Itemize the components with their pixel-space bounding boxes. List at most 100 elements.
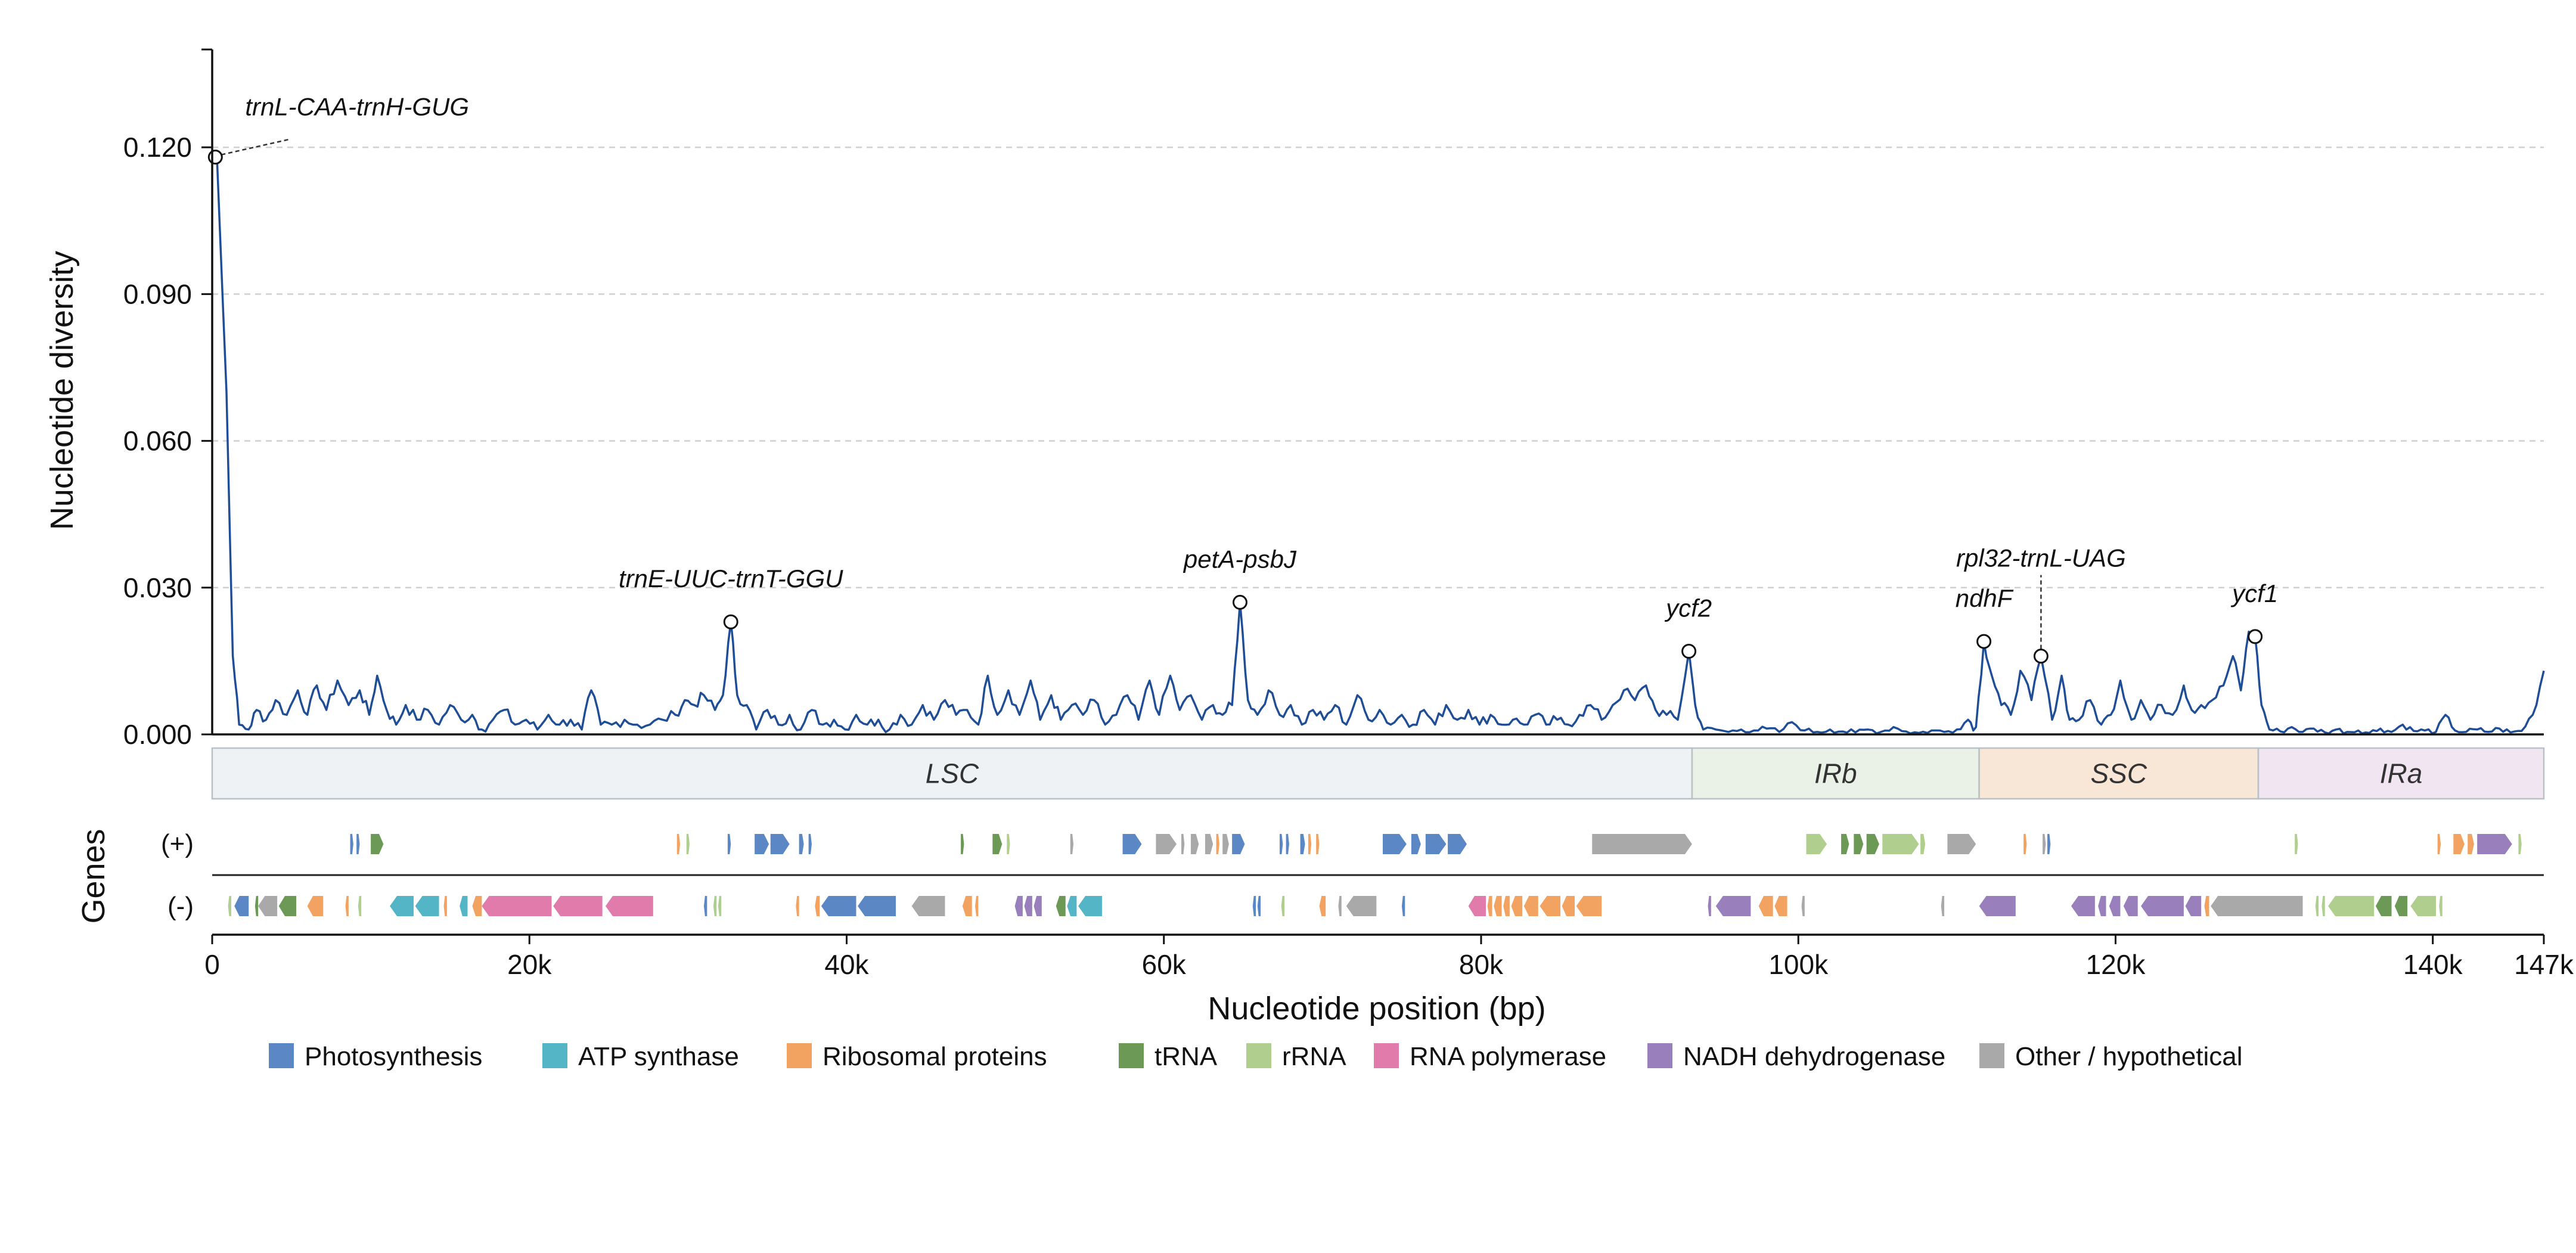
gene-block bbox=[686, 834, 690, 854]
gene-block bbox=[1854, 834, 1864, 854]
region-bar: LSC IRb SSC IRa bbox=[211, 747, 2545, 800]
region-ira bbox=[2257, 747, 2545, 800]
peak-label: rpl32-trnL-UAG bbox=[1956, 544, 2126, 572]
gene-block bbox=[858, 896, 896, 916]
x-tick-label: 0 bbox=[204, 949, 220, 980]
minus-strand-label: (-) bbox=[167, 892, 194, 921]
gene-block bbox=[1947, 834, 1976, 854]
gene-block bbox=[1523, 896, 1538, 916]
gene-block bbox=[2071, 896, 2095, 916]
gene-block bbox=[1468, 896, 1486, 916]
gene-block bbox=[1920, 834, 1926, 854]
gene-block bbox=[1540, 896, 1561, 916]
peak-label: ycf1 bbox=[2230, 579, 2278, 607]
legend-label: NADH dehydrogenase bbox=[1683, 1042, 1945, 1071]
gene-block bbox=[961, 834, 964, 854]
x-tick-label: 100k bbox=[1768, 949, 1829, 980]
x-tick-label: 40k bbox=[824, 949, 869, 980]
gene-block bbox=[703, 896, 707, 916]
x-tick-label: 120k bbox=[2086, 949, 2146, 980]
peak-label: trnL-CAA-trnH-GUG bbox=[245, 93, 469, 121]
gene-block bbox=[1448, 834, 1467, 854]
gene-map bbox=[212, 834, 2544, 916]
x-tick-label: 140k bbox=[2403, 949, 2463, 980]
gene-block bbox=[390, 896, 414, 916]
gene-block bbox=[1070, 834, 1074, 854]
gene-block bbox=[676, 834, 681, 854]
gene-block bbox=[1338, 896, 1342, 916]
x-tick-label: 147k bbox=[2514, 949, 2574, 980]
legend-swatch bbox=[269, 1043, 294, 1068]
x-tick-label: 60k bbox=[1142, 949, 1187, 980]
peak-marker bbox=[1232, 594, 1247, 610]
gene-block bbox=[1511, 896, 1523, 916]
gene-block bbox=[345, 896, 349, 916]
gene-block bbox=[1122, 834, 1142, 854]
region-label: LSC bbox=[926, 758, 979, 789]
x-tick-label: 80k bbox=[1459, 949, 1504, 980]
gene-block bbox=[605, 896, 653, 916]
gene-block bbox=[1382, 834, 1407, 854]
x-axis-title: Nucleotide position (bp) bbox=[1208, 991, 1545, 1026]
gene-block bbox=[1205, 834, 1213, 854]
gene-block bbox=[2410, 896, 2437, 916]
gene-block bbox=[2023, 834, 2027, 854]
y-tick-label: 0.090 bbox=[123, 278, 192, 309]
legend-label: ATP synthase bbox=[578, 1042, 739, 1071]
legend-swatch bbox=[1647, 1043, 1672, 1068]
gene-block bbox=[1316, 834, 1320, 854]
gene-block bbox=[356, 834, 360, 854]
gene-block bbox=[1592, 834, 1692, 854]
gene-block bbox=[1056, 896, 1066, 916]
gene-block bbox=[1190, 834, 1199, 854]
gene-block bbox=[796, 896, 799, 916]
plus-strand-label: (+) bbox=[161, 829, 194, 858]
legend-label: Photosynthesis bbox=[305, 1042, 482, 1071]
peak-annotations: trnL-CAA-trnH-GUG trnE-UUC-trnT-GGU petA-p… bbox=[207, 93, 2278, 664]
gene-block bbox=[992, 834, 1003, 854]
gene-block bbox=[2204, 896, 2209, 916]
gene-block bbox=[911, 896, 945, 916]
gene-block bbox=[2141, 896, 2184, 916]
gene-block bbox=[2315, 896, 2319, 916]
gene-block bbox=[1156, 834, 1177, 854]
peak-marker bbox=[2033, 649, 2049, 664]
axes: 0.000 0.030 0.060 0.090 0.120 0 20k 40k 60k 80k 10… bbox=[123, 48, 2574, 980]
legend-label: Other / hypothetical bbox=[2015, 1042, 2243, 1071]
gene-block bbox=[808, 834, 812, 854]
region-label: IRb bbox=[1814, 758, 1857, 789]
gene-block bbox=[2477, 834, 2512, 854]
gene-block bbox=[1078, 896, 1102, 916]
gene-block bbox=[1758, 896, 1773, 916]
peak-label: petA-psbJ bbox=[1183, 545, 1297, 573]
legend-swatch bbox=[787, 1043, 812, 1068]
gene-block bbox=[2123, 896, 2138, 916]
gene-block bbox=[1308, 834, 1312, 854]
gene-block bbox=[2453, 834, 2465, 854]
gene-block bbox=[358, 896, 362, 916]
y-tick-label: 0.060 bbox=[123, 426, 192, 457]
gene-block bbox=[2437, 834, 2441, 854]
peak-marker bbox=[1681, 643, 1697, 659]
y-tick-label: 0.000 bbox=[123, 719, 192, 750]
gene-block bbox=[1487, 896, 1492, 916]
gene-block bbox=[962, 896, 972, 916]
region-label: IRa bbox=[2380, 758, 2423, 789]
gene-block bbox=[234, 896, 249, 916]
gene-block bbox=[1715, 896, 1751, 916]
gene-block bbox=[1806, 834, 1827, 854]
gene-block bbox=[1216, 834, 1219, 854]
gene-block bbox=[415, 896, 439, 916]
gene-block bbox=[1979, 896, 2016, 916]
gene-block bbox=[1257, 896, 1261, 916]
gene-block bbox=[1576, 896, 1602, 916]
legend-swatch bbox=[1119, 1043, 1144, 1068]
gene-block bbox=[1033, 896, 1042, 916]
gene-block bbox=[1181, 834, 1185, 854]
peak-label: ndhF bbox=[1956, 584, 2014, 612]
gene-block bbox=[727, 834, 731, 854]
gene-block bbox=[258, 896, 278, 916]
gene-block bbox=[460, 896, 468, 916]
gene-block bbox=[1300, 834, 1305, 854]
